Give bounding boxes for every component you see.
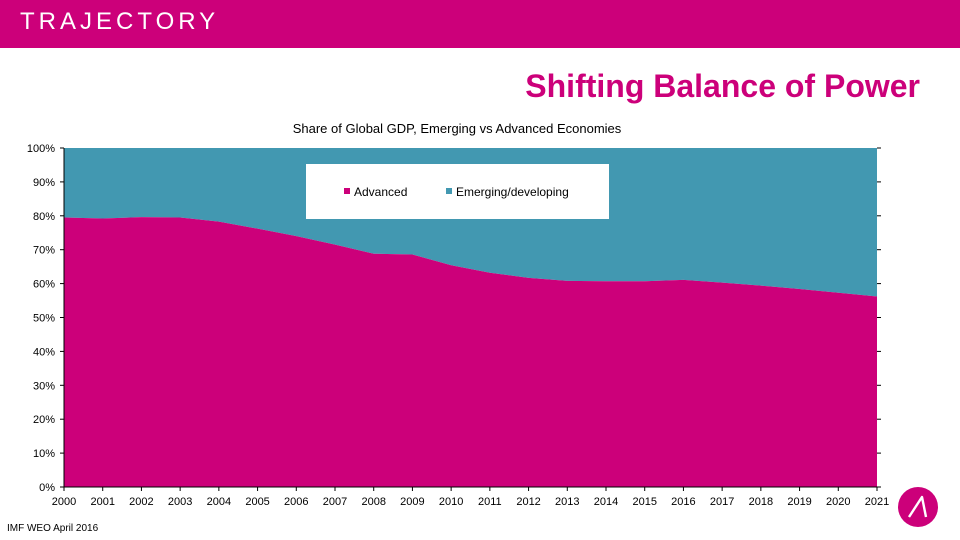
trajectory-logo-icon: [898, 487, 938, 527]
plot-area: [64, 148, 877, 487]
y-tick-label: 20%: [33, 414, 55, 426]
brand-logo-text: TRAJECTORY: [20, 8, 220, 35]
x-tick-label: 2010: [439, 496, 463, 508]
legend-swatch: [344, 188, 350, 194]
x-tick-label: 2013: [555, 496, 579, 508]
x-tick-label: 2011: [478, 496, 502, 508]
x-tick-label: 2004: [207, 496, 231, 508]
y-tick-label: 10%: [33, 448, 55, 460]
x-tick-label: 2016: [671, 496, 695, 508]
y-tick-label: 90%: [33, 177, 55, 189]
x-tick-label: 2012: [516, 496, 540, 508]
page-title: Shifting Balance of Power: [525, 68, 920, 104]
x-tick-label: 2014: [594, 496, 618, 508]
x-tick-label: 2007: [323, 496, 347, 508]
x-tick-label: 2002: [129, 496, 153, 508]
legend-swatch: [446, 188, 452, 194]
x-tick-label: 2009: [400, 496, 424, 508]
chart-title: Share of Global GDP, Emerging vs Advance…: [292, 121, 622, 136]
y-tick-label: 30%: [33, 380, 55, 392]
source-note: IMF WEO April 2016: [7, 523, 99, 534]
legend-label: Emerging/developing: [456, 185, 569, 199]
y-tick-label: 40%: [33, 346, 55, 358]
x-tick-label: 2006: [284, 496, 308, 508]
y-tick-label: 100%: [27, 143, 55, 155]
legend-label: Advanced: [354, 185, 407, 199]
x-tick-label: 2021: [865, 496, 889, 508]
header-bar: TRAJECTORY: [0, 0, 960, 48]
series-area-emerging: [64, 148, 877, 297]
x-tick-label: 2020: [826, 496, 850, 508]
y-tick-label: 50%: [33, 313, 55, 325]
x-tick-label: 2019: [787, 496, 811, 508]
x-axis: 2000 2001 2002 2003 2004 2005 2006 2007 2008 2009…: [52, 486, 889, 508]
series-area-advanced: [64, 217, 877, 487]
x-tick-label: 2005: [245, 496, 269, 508]
x-tick-label: 2001: [90, 496, 114, 508]
y-axis: 0% 10% 20% 30% 40% 50% 60% 70% 80% 90% 100%: [27, 143, 881, 494]
x-tick-label: 2015: [632, 496, 656, 508]
x-tick-label: 2017: [710, 496, 734, 508]
x-tick-label: 2008: [361, 496, 385, 508]
y-tick-label: 70%: [33, 245, 55, 257]
y-tick-label: 0%: [39, 482, 55, 494]
y-tick-label: 80%: [33, 211, 55, 223]
x-tick-label: 2003: [168, 496, 192, 508]
x-tick-label: 2000: [52, 496, 76, 508]
legend: Advanced Emerging/developing: [306, 164, 609, 219]
x-tick-label: 2018: [749, 496, 773, 508]
legend-box: [306, 164, 609, 219]
y-tick-label: 60%: [33, 279, 55, 291]
